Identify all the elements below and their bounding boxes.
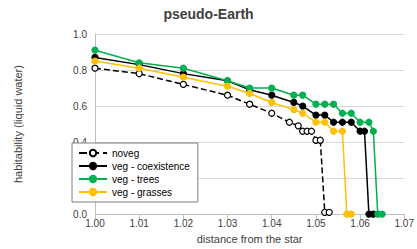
svg-text:1.07: 1.07	[395, 218, 415, 229]
svg-text:0.8: 0.8	[73, 65, 87, 76]
svg-text:noveg: noveg	[112, 148, 139, 159]
svg-text:1.05: 1.05	[306, 218, 326, 229]
svg-text:1.00: 1.00	[85, 218, 105, 229]
svg-text:veg - coexistence: veg - coexistence	[112, 161, 190, 172]
svg-text:1.06: 1.06	[350, 218, 370, 229]
svg-text:pseudo-Earth: pseudo-Earth	[163, 6, 253, 22]
svg-text:veg - trees: veg - trees	[112, 174, 159, 185]
svg-text:1.02: 1.02	[174, 218, 194, 229]
svg-text:veg - grasses: veg - grasses	[112, 187, 172, 198]
svg-text:distance from the star: distance from the star	[197, 233, 303, 245]
svg-text:1.03: 1.03	[218, 218, 238, 229]
svg-text:0.4: 0.4	[73, 136, 87, 148]
svg-text:1.04: 1.04	[262, 218, 282, 229]
svg-text:habitability (liquid water): habitability (liquid water)	[12, 65, 24, 183]
svg-text:0.6: 0.6	[73, 101, 87, 112]
svg-text:1.0: 1.0	[73, 29, 87, 40]
svg-text:1.01: 1.01	[129, 218, 149, 229]
svg-text:0.0: 0.0	[73, 208, 87, 220]
